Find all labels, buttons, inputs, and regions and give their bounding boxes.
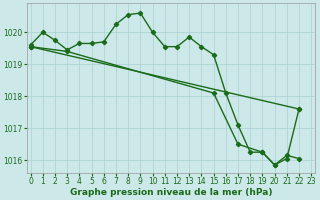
X-axis label: Graphe pression niveau de la mer (hPa): Graphe pression niveau de la mer (hPa): [70, 188, 272, 197]
